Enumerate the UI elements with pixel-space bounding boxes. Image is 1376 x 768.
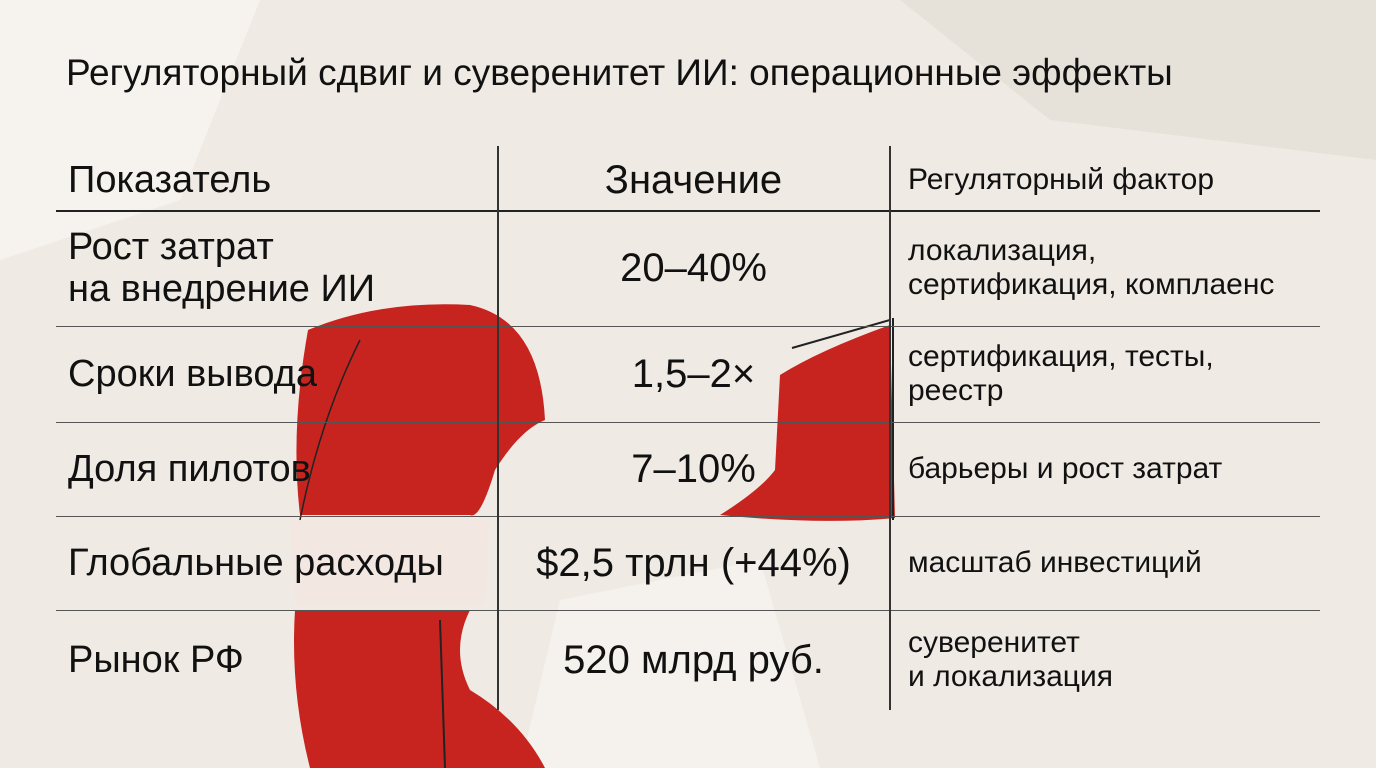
table-cell: локализация, сертификация, комплаенс xyxy=(908,234,1275,301)
table-cell: Рост затрат на внедрение ИИ xyxy=(68,226,376,310)
table-cell: сертификация, тесты, реестр xyxy=(908,340,1214,407)
table-cell: 20–40% xyxy=(620,245,767,290)
header-cell: Значение xyxy=(604,157,783,202)
row-rule xyxy=(56,610,1320,611)
header-rule xyxy=(56,210,1320,212)
column-rule xyxy=(889,146,891,710)
table-cell: Глобальные расходы xyxy=(68,542,444,584)
table-cell: Доля пилотов xyxy=(68,448,311,490)
row-rule xyxy=(56,422,1320,423)
table-cell: 1,5–2× xyxy=(631,351,756,396)
header-cell: Регуляторный фактор xyxy=(908,163,1215,196)
table-cell: суверенитет и локализация xyxy=(908,626,1113,693)
table-cell: Сроки вывода xyxy=(68,353,317,395)
row-rule xyxy=(56,326,1320,327)
table-cell: $2,5 трлн (+44%) xyxy=(536,540,851,585)
table-cell: барьеры и рост затрат xyxy=(908,452,1223,485)
table-cell: Рынок РФ xyxy=(68,639,244,681)
row-rule xyxy=(56,516,1320,517)
header-cell: Показатель xyxy=(68,159,272,201)
title: Регуляторный сдвиг и суверенитет ИИ: опе… xyxy=(66,52,1173,93)
table-cell: масштаб инвестиций xyxy=(908,546,1202,579)
column-rule xyxy=(497,146,499,710)
table-cell: 520 млрд руб. xyxy=(563,637,824,682)
table-cell: 7–10% xyxy=(631,446,756,491)
